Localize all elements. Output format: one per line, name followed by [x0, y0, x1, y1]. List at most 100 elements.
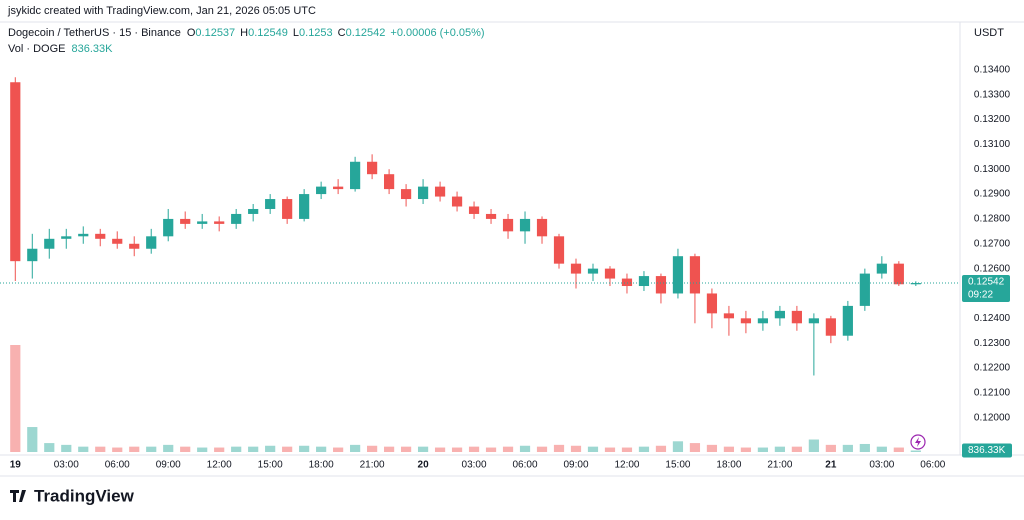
volume-legend: Vol · DOGE 836.33K [8, 43, 113, 55]
volume-bar [44, 443, 55, 452]
volume-bar [893, 447, 904, 452]
candle-body [536, 218, 548, 237]
x-tick-label: 03:00 [462, 460, 487, 471]
candle-body [78, 233, 89, 237]
volume-bar [333, 447, 344, 452]
candle-body [44, 238, 55, 249]
volume-bar [350, 444, 361, 452]
volume-bar [367, 445, 378, 452]
change: +0.00006 (+0.05%) [390, 27, 484, 39]
candle-body [350, 161, 361, 190]
candle-body [417, 186, 429, 200]
volume-bar [536, 446, 548, 452]
volume-bar [502, 446, 514, 452]
y-unit: USDT [974, 27, 1004, 39]
volume-bar [197, 447, 208, 452]
volume-bar [27, 427, 38, 452]
y-tick-label: 0.13200 [974, 114, 1011, 125]
price-label-box [962, 275, 1010, 303]
candle-body [299, 194, 310, 219]
volume-bar [316, 446, 327, 452]
x-tick-label: 06:00 [513, 460, 538, 471]
candle-body [214, 221, 225, 224]
ohlc-label: C [338, 27, 346, 39]
volume-bar [604, 447, 616, 452]
candle-body [842, 305, 853, 336]
volume-bar [689, 443, 701, 452]
y-tick-label: 0.13100 [974, 139, 1011, 150]
volume-bar [231, 446, 242, 452]
volume-bar [723, 446, 735, 452]
volume-bar [519, 445, 531, 452]
volume-bar [299, 445, 310, 452]
volume-bar [791, 446, 802, 452]
logo-text: TradingView [34, 486, 135, 505]
x-tick-label: 15:00 [665, 460, 690, 471]
candle-body [384, 174, 395, 190]
candle-body [723, 313, 735, 319]
ohlc-value: 0.12537 [195, 27, 235, 39]
volume-bar [655, 445, 667, 452]
y-tick-label: 0.12000 [974, 412, 1011, 423]
volume-bar [485, 447, 497, 452]
candle-body [519, 218, 531, 232]
candle-body [468, 206, 480, 214]
candle-body [367, 161, 378, 175]
y-tick-label: 0.13400 [974, 64, 1011, 75]
x-tick-label: 21:00 [360, 460, 385, 471]
y-tick-label: 0.12400 [974, 313, 1011, 324]
candle-body [434, 186, 446, 197]
x-tick-label: 18:00 [716, 460, 741, 471]
volume-bar [587, 446, 599, 452]
candle-body [502, 218, 514, 232]
x-tick-label: 15:00 [258, 460, 283, 471]
volume-bar [808, 439, 819, 452]
volume-bar [451, 447, 463, 452]
x-tick-label: 06:00 [105, 460, 130, 471]
candle-body [316, 186, 327, 195]
volume-bar [842, 444, 853, 452]
alert-icon[interactable] [910, 434, 926, 450]
volume-label: 836.33K [968, 445, 1006, 456]
plot-area: 0.12000 0.12100 0.12200 0.12300 0.12400 0.125… [0, 64, 1012, 471]
candle-body [129, 243, 140, 249]
volume-bar [248, 446, 259, 452]
x-tick-label: 19 [10, 460, 22, 471]
candle-body [825, 318, 836, 336]
countdown: 09:22 [968, 290, 993, 301]
candle-body [112, 238, 123, 244]
volume-bar [672, 441, 684, 452]
volume-bar [757, 447, 768, 452]
x-tick-label: 12:00 [614, 460, 639, 471]
volume-bar [706, 444, 718, 452]
volume-bar [10, 345, 21, 452]
candle-body [672, 256, 684, 294]
candle-body [655, 276, 667, 294]
volume-bar [95, 446, 106, 452]
y-tick-label: 0.12900 [974, 189, 1011, 200]
candle-body [333, 186, 344, 190]
y-tick-label: 0.12600 [974, 263, 1011, 274]
volume-bar [468, 446, 480, 452]
volume-bar [180, 446, 191, 452]
candle-body [587, 268, 599, 274]
ohlc-value: 0.12549 [248, 27, 288, 39]
candle-body [791, 310, 802, 324]
candle-body [485, 213, 497, 219]
volume-bar [400, 446, 412, 452]
candle-body [553, 236, 565, 264]
x-tick-label: 03:00 [54, 460, 79, 471]
y-tick-label: 0.12100 [974, 388, 1011, 399]
volume-bar [129, 446, 140, 452]
y-tick-label: 0.12300 [974, 338, 1011, 349]
candle-body [621, 278, 633, 287]
ohlc-value: 0.12542 [346, 27, 386, 39]
y-tick-label: 0.13300 [974, 89, 1011, 100]
candle-body [876, 263, 887, 274]
candle-body [146, 236, 157, 249]
volume-bar [434, 447, 446, 452]
candle-body [27, 248, 38, 262]
volume-bar [638, 446, 650, 452]
y-tick-label: 0.12200 [974, 363, 1011, 374]
y-tick-label: 0.12700 [974, 238, 1011, 249]
